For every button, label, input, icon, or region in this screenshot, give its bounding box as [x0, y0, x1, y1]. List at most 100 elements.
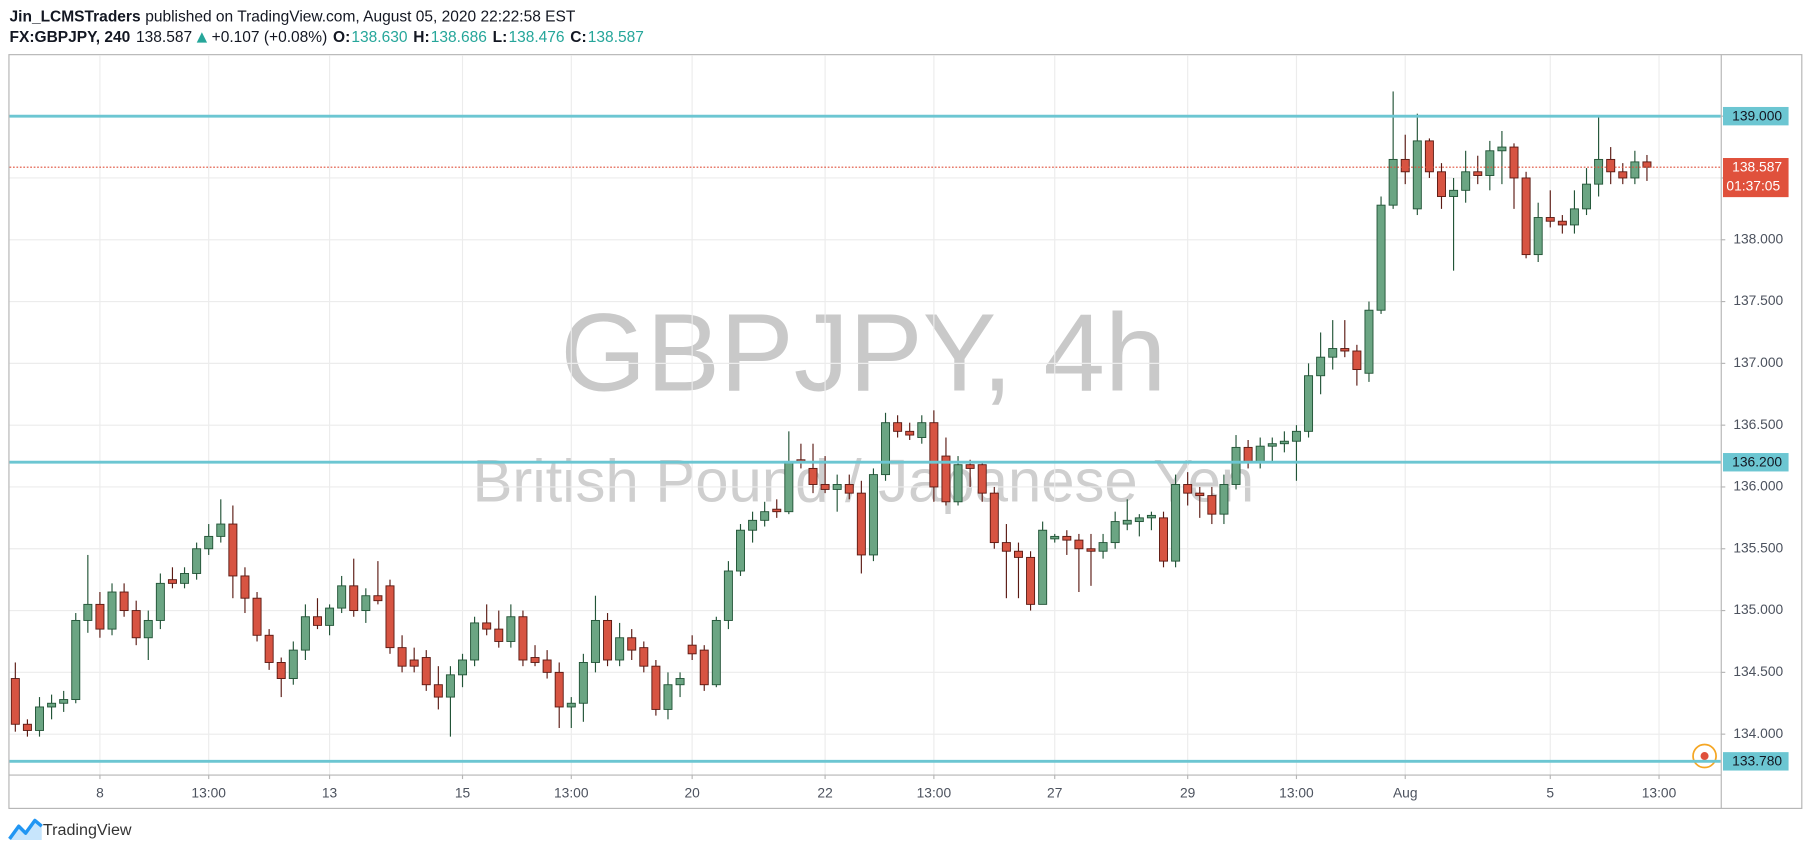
x-tick-label: Aug: [1393, 786, 1418, 801]
x-tick-label: 29: [1180, 786, 1196, 801]
candle-body: [1013, 550, 1023, 558]
y-tick-label: 135.000: [1733, 602, 1783, 617]
candle-body: [1582, 183, 1592, 210]
alert-icon[interactable]: [1692, 743, 1717, 769]
candle-body: [989, 492, 999, 544]
candle-body: [482, 622, 492, 630]
candle-body: [820, 484, 830, 490]
candle-body: [397, 647, 407, 667]
level-label-box: [1722, 752, 1789, 771]
open-label: O:: [333, 29, 350, 46]
change: +0.107 (+0.08%): [212, 29, 328, 46]
author: Jin_LCMSTraders: [10, 8, 141, 25]
candle-body: [349, 585, 359, 612]
candle-body: [1521, 177, 1531, 256]
candle-body: [1122, 519, 1132, 525]
candle-body: [155, 582, 165, 621]
candle-body: [107, 591, 117, 630]
tradingview-logo: [8, 818, 43, 841]
candle-body: [300, 616, 310, 651]
candle-body: [578, 662, 588, 704]
candle-body: [71, 619, 81, 701]
logo-mark: [8, 818, 43, 840]
footer-brand: TradingView: [43, 821, 132, 839]
last-price-label: 138.587: [1732, 159, 1782, 174]
candle-body: [772, 508, 782, 513]
close-label: C:: [570, 29, 586, 46]
candle-body: [736, 529, 745, 572]
candle-body: [590, 619, 600, 663]
candle-body: [131, 610, 141, 639]
candle-body: [917, 422, 927, 438]
candle-body: [1304, 375, 1314, 432]
x-tick-label: 27: [1047, 786, 1062, 801]
candle-body: [506, 616, 516, 642]
candle-body: [808, 467, 818, 485]
alert-dot: [1700, 752, 1709, 761]
candle-body: [1291, 430, 1301, 442]
x-tick-label: 13:00: [917, 786, 952, 801]
candle-body: [385, 585, 395, 649]
candle-body: [748, 519, 758, 531]
candle-body: [83, 603, 93, 621]
candle-body: [1279, 440, 1289, 445]
candle-body: [409, 659, 419, 667]
candle-body: [1316, 356, 1326, 377]
candle-body: [1001, 542, 1011, 552]
y-tick-label: 136.000: [1733, 479, 1783, 494]
candle-body: [192, 548, 202, 574]
candle-body: [1606, 158, 1616, 173]
candle-body: [1630, 161, 1640, 179]
candle-body: [35, 706, 44, 731]
candle-body: [1038, 529, 1048, 605]
candle-body: [59, 699, 69, 704]
candle-body: [1569, 208, 1579, 226]
level-label-box: [1722, 453, 1789, 472]
candle-body: [760, 511, 770, 521]
high-value: 138.686: [431, 29, 487, 46]
candle-body: [639, 647, 649, 667]
candle-body: [240, 575, 250, 599]
y-tick-label: 135.500: [1733, 540, 1783, 555]
candle-body: [1267, 443, 1277, 447]
candle-body: [1074, 539, 1084, 550]
watermark-title: GBPJPY, 4h: [560, 292, 1166, 415]
candle-body: [1098, 542, 1108, 552]
x-tick-label: 13:00: [554, 786, 589, 801]
candle-body: [1436, 171, 1446, 197]
x-tick-label: 5: [1546, 786, 1554, 801]
candle-body: [10, 678, 20, 725]
candle-body: [1545, 217, 1555, 222]
candle-body: [1026, 556, 1036, 605]
x-tick-label: 8: [96, 786, 104, 801]
candle-body: [337, 585, 347, 609]
level-label-box: [1722, 106, 1789, 126]
y-tick-label: 137.500: [1733, 293, 1783, 308]
candle-body: [1086, 548, 1096, 552]
candle-body: [1388, 158, 1398, 206]
candle-body: [22, 723, 32, 731]
candle-body: [566, 702, 576, 708]
candle-body: [1352, 350, 1362, 371]
candle-body: [1642, 161, 1652, 168]
candle-body: [905, 430, 915, 436]
candle-body: [1231, 446, 1241, 485]
candle-body: [325, 607, 335, 626]
candle-body: [530, 657, 540, 663]
candle-body: [856, 492, 866, 556]
candle-body: [361, 595, 371, 612]
candle-body: [119, 591, 129, 612]
candle-body: [288, 649, 298, 679]
y-tick-label: 136.500: [1733, 417, 1783, 432]
candle-body: [929, 422, 939, 488]
candle-body: [421, 657, 431, 686]
candle-body: [1195, 492, 1205, 497]
x-tick-label: 13:00: [191, 786, 226, 801]
candle-body: [675, 678, 685, 686]
candle-body: [893, 422, 903, 432]
candle-body: [603, 619, 613, 661]
candle-body: [95, 603, 105, 630]
x-tick-label: 13: [322, 786, 338, 801]
candle-body: [1557, 220, 1567, 226]
candle-body: [1328, 348, 1338, 358]
